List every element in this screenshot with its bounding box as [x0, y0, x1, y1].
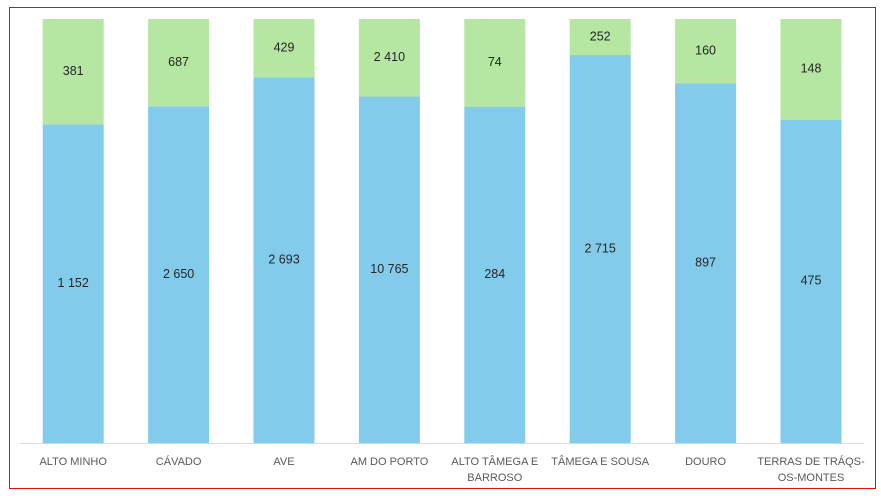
- x-tick-label: BARROSO: [467, 472, 522, 484]
- data-label: 160: [695, 43, 716, 57]
- bar-segment: [148, 19, 210, 107]
- bar-segment: [148, 106, 210, 444]
- bar-segment: [780, 19, 842, 120]
- bar-segment: [358, 19, 420, 97]
- bar-segment: [253, 19, 315, 78]
- bar-segment: [675, 19, 737, 84]
- x-tick-label: OS-MONTES: [778, 472, 845, 484]
- data-label: 1 152: [58, 276, 89, 290]
- data-label: 2 650: [163, 267, 194, 281]
- bar-segment: [464, 106, 526, 443]
- data-label: 74: [488, 55, 502, 69]
- chart-border: [9, 7, 876, 489]
- data-label: 2 410: [374, 50, 405, 64]
- bar-segment: [464, 19, 526, 107]
- bar-segment: [780, 119, 842, 443]
- bar-segment: [42, 19, 104, 125]
- data-label: 2 715: [585, 241, 616, 255]
- x-tick-label: ALTO TÂMEGA E: [451, 455, 538, 468]
- data-label: 2 693: [268, 252, 299, 266]
- data-label: 381: [63, 64, 84, 78]
- data-label: 284: [484, 267, 505, 281]
- x-tick-label: AM DO PORTO: [350, 456, 428, 468]
- data-label: 475: [801, 274, 822, 288]
- x-tick-label: TERRAS DE TRÁQS-: [757, 455, 865, 468]
- bar-segment: [42, 124, 104, 444]
- data-label: 429: [274, 40, 295, 54]
- x-tick-label: CÁVADO: [156, 455, 202, 468]
- x-tick-label: TÂMEGA E SOUSA: [551, 455, 649, 468]
- bar-segment: [569, 55, 631, 443]
- x-tick-label: DOURO: [685, 456, 726, 468]
- data-label: 10 765: [370, 262, 408, 276]
- bar-segment: [358, 96, 420, 443]
- x-tick-label: AVE: [273, 456, 294, 468]
- bar-segment: [569, 19, 631, 56]
- data-label: 897: [695, 255, 716, 269]
- x-tick-label: ALTO MINHO: [39, 456, 107, 468]
- bar-segment: [253, 77, 315, 444]
- data-label: 252: [590, 29, 611, 43]
- data-label: 148: [801, 62, 822, 76]
- data-label: 687: [168, 55, 189, 69]
- bar-segment: [675, 83, 737, 444]
